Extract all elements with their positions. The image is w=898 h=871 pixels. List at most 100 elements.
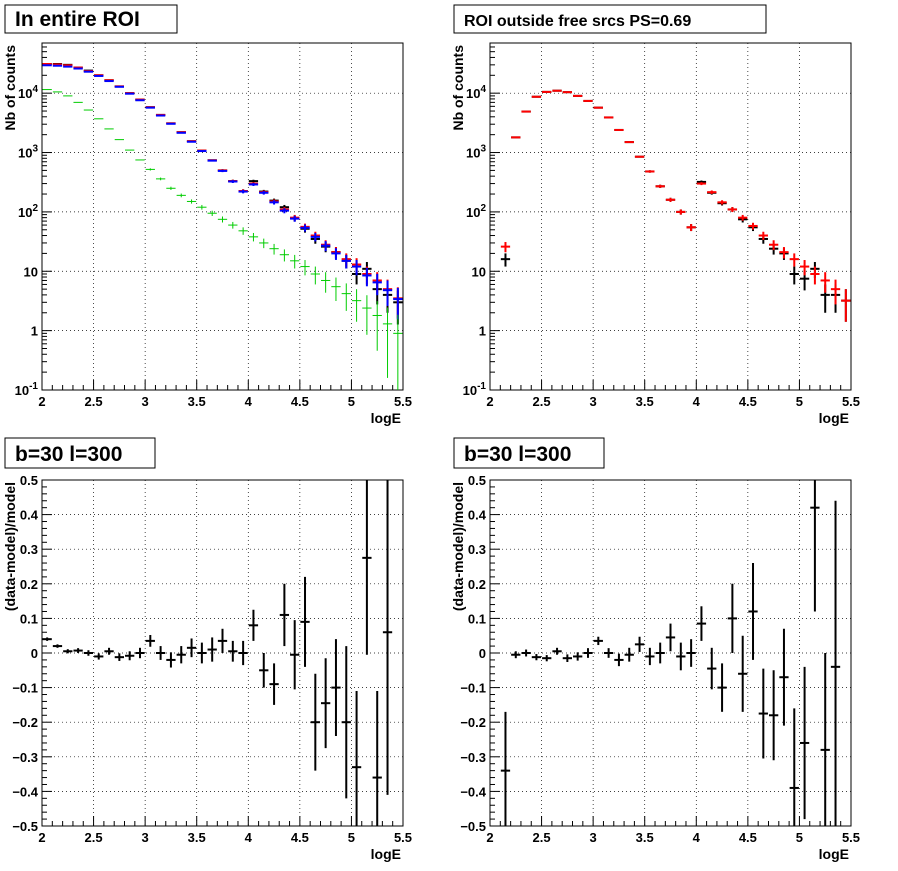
x-tick-label: 5.5 bbox=[394, 830, 412, 845]
x-tick-label: 2 bbox=[38, 830, 45, 845]
plot-title-box: ROI outside free srcs PS=0.69 bbox=[453, 4, 767, 34]
y-tick-exp: -1 bbox=[29, 381, 38, 392]
y-tick-label: 10 bbox=[472, 264, 486, 279]
plot-title: b=30 l=300 bbox=[464, 443, 571, 466]
y-axis-label: Nb of counts bbox=[450, 45, 466, 131]
y-tick-exp: 2 bbox=[480, 203, 486, 214]
title-frame bbox=[4, 437, 156, 469]
y-tick-label: 0.1 bbox=[468, 611, 486, 626]
y-tick-exp: -1 bbox=[477, 381, 486, 392]
x-tick-label: 2 bbox=[486, 830, 493, 845]
y-tick-label: −0.2 bbox=[12, 715, 38, 730]
x-axis-label: logE bbox=[371, 410, 401, 426]
y-tick-label: 0.2 bbox=[468, 577, 486, 592]
grid bbox=[490, 480, 851, 826]
y-tick-label: 10 bbox=[24, 264, 38, 279]
x-tick-label: 5 bbox=[348, 830, 355, 845]
x-tick-label: 2.5 bbox=[533, 830, 551, 845]
plot-title-box: b=30 l=300 bbox=[453, 437, 605, 469]
x-axis-label: logE bbox=[819, 846, 849, 862]
y-tick-label: −0.2 bbox=[460, 715, 486, 730]
x-tick-label: 5.5 bbox=[394, 394, 412, 409]
y-tick-base: 10 bbox=[18, 86, 32, 101]
x-tick-label: 4.5 bbox=[291, 394, 309, 409]
y-tick-label: −0.1 bbox=[460, 681, 486, 696]
grid bbox=[42, 43, 403, 390]
x-tick-label: 2 bbox=[486, 394, 493, 409]
plot-title-box: b=30 l=300 bbox=[4, 437, 156, 469]
y-tick-base: 10 bbox=[18, 205, 32, 220]
x-tick-label: 3.5 bbox=[188, 830, 206, 845]
title-frame bbox=[4, 4, 178, 34]
x-tick-label: 3 bbox=[590, 394, 597, 409]
series-1 bbox=[500, 89, 851, 322]
x-tick-label: 2.5 bbox=[85, 830, 103, 845]
series-4 bbox=[42, 89, 403, 390]
y-tick-label: −0.4 bbox=[460, 784, 486, 799]
y-tick-label: 10-1 bbox=[15, 381, 39, 398]
x-tick-label: 3.5 bbox=[636, 830, 654, 845]
x-tick-label: 4.5 bbox=[291, 830, 309, 845]
grid bbox=[42, 480, 403, 826]
y-tick-label: 1 bbox=[479, 324, 486, 339]
y-tick-label: 1 bbox=[31, 324, 38, 339]
y-tick-label: 0.5 bbox=[20, 473, 38, 488]
plot-title-box: In entire ROI bbox=[4, 4, 178, 34]
x-tick-label: 2 bbox=[38, 394, 45, 409]
y-tick-exp: 3 bbox=[480, 144, 486, 155]
x-tick-label: 3 bbox=[142, 394, 149, 409]
x-tick-label: 5.5 bbox=[842, 830, 860, 845]
plot-title: ROI outside free srcs PS=0.69 bbox=[464, 13, 691, 30]
x-tick-label: 5 bbox=[796, 394, 803, 409]
y-tick-base: 10 bbox=[466, 86, 480, 101]
x-tick-label: 4.5 bbox=[739, 394, 757, 409]
y-axis-label: (data-model)/model bbox=[450, 482, 466, 611]
y-tick-label: 10-1 bbox=[463, 381, 487, 398]
x-tick-label: 4.5 bbox=[739, 830, 757, 845]
y-tick-exp: 4 bbox=[32, 84, 38, 95]
y-tick-exp: 4 bbox=[480, 84, 486, 95]
y-tick-label: 102 bbox=[18, 203, 38, 220]
y-tick-label: −0.1 bbox=[12, 681, 38, 696]
plot-frame bbox=[489, 42, 852, 391]
y-axis-label: (data-model)/model bbox=[2, 482, 18, 611]
y-tick-exp: 3 bbox=[32, 144, 38, 155]
y-tick-label: 0 bbox=[31, 646, 38, 661]
y-tick-label: 103 bbox=[466, 144, 486, 161]
y-axis-label: Nb of counts bbox=[2, 45, 18, 131]
y-tick-label: −0.4 bbox=[12, 784, 38, 799]
x-tick-label: 4 bbox=[245, 394, 253, 409]
y-tick-label: 0.2 bbox=[20, 577, 38, 592]
y-tick-label: 0.3 bbox=[468, 542, 486, 557]
y-tick-label: 104 bbox=[18, 84, 38, 101]
x-tick-label: 3 bbox=[142, 830, 149, 845]
y-axis: −0.5 −0.4 −0.3 −0.2 −0.1 0 0.1 0.2 0.3 0.4 0.5(dat… bbox=[2, 473, 52, 834]
y-tick-label: 102 bbox=[466, 203, 486, 220]
x-tick-label: 4 bbox=[693, 830, 701, 845]
plot-title: b=30 l=300 bbox=[15, 443, 122, 466]
y-tick-label: 0.3 bbox=[20, 542, 38, 557]
y-tick-label: −0.5 bbox=[460, 819, 486, 834]
y-tick-label: 104 bbox=[466, 84, 486, 101]
y-tick-base: 10 bbox=[466, 146, 480, 161]
x-tick-label: 3 bbox=[590, 830, 597, 845]
title-frame bbox=[453, 437, 605, 469]
y-tick-label: −0.3 bbox=[12, 750, 38, 765]
x-axis-label: logE bbox=[371, 846, 401, 862]
series-1 bbox=[42, 62, 403, 325]
x-tick-label: 5 bbox=[796, 830, 803, 845]
x-tick-label: 5.5 bbox=[842, 394, 860, 409]
y-tick-label: −0.5 bbox=[12, 819, 38, 834]
y-tick-base: 10 bbox=[466, 205, 480, 220]
y-tick-label: −0.3 bbox=[460, 750, 486, 765]
y-axis: −0.5 −0.4 −0.3 −0.2 −0.1 0 0.1 0.2 0.3 0.4 0.5(dat… bbox=[450, 473, 500, 834]
x-tick-label: 5 bbox=[348, 394, 355, 409]
